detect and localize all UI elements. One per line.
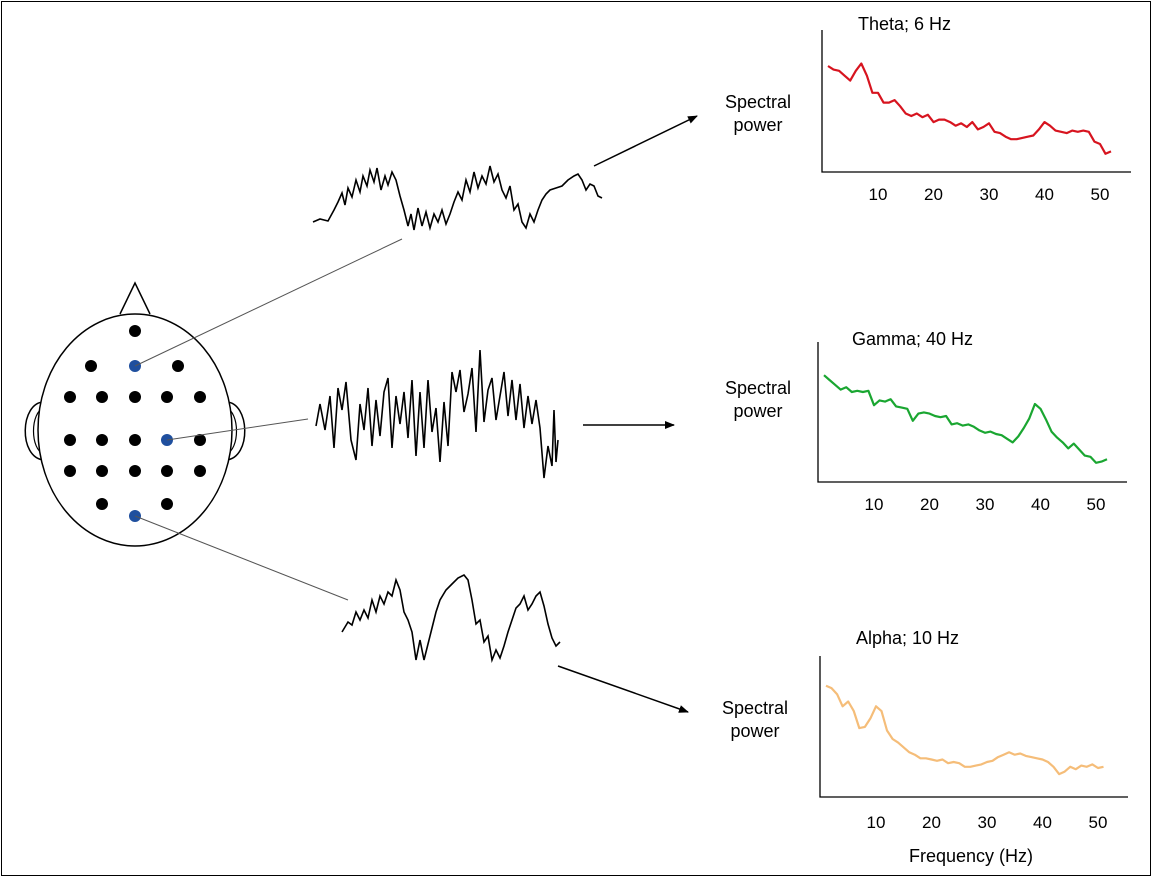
- electrode: [129, 465, 141, 477]
- axes-alpha: [819, 656, 1128, 798]
- tick-label-gamma-30: 30: [975, 495, 994, 514]
- eeg-trace-alpha: [341, 573, 561, 663]
- electrode: [172, 360, 184, 372]
- electrode: [129, 325, 141, 337]
- electrode: [194, 465, 206, 477]
- electrode: [194, 434, 206, 446]
- tick-label-gamma-10: 10: [864, 495, 883, 514]
- electrode: [96, 465, 108, 477]
- electrode: [161, 465, 173, 477]
- electrode: [64, 465, 76, 477]
- tick-label-theta-30: 30: [979, 185, 998, 204]
- tick-label-alpha-30: 30: [977, 813, 996, 832]
- ylabel-theta-line1: Spectral: [725, 92, 791, 112]
- tick-label-theta-20: 20: [924, 185, 943, 204]
- electrode: [161, 391, 173, 403]
- spectrum-line-theta: [827, 62, 1112, 155]
- electrode: [129, 434, 141, 446]
- electrode: [96, 391, 108, 403]
- tick-label-gamma-20: 20: [920, 495, 939, 514]
- arrow-bottom: [557, 665, 689, 713]
- electrode: [64, 434, 76, 446]
- x-axis-label: Frequency (Hz): [909, 846, 1033, 866]
- electrode: [194, 391, 206, 403]
- tick-label-gamma-40: 40: [1031, 495, 1050, 514]
- electrode: [64, 391, 76, 403]
- eeg-trace-theta: [312, 165, 603, 232]
- panel-title-theta: Theta; 6 Hz: [858, 14, 951, 34]
- panel-theta: Theta; 6 Hz Spectral power 10 20 30 40 50: [725, 14, 1131, 204]
- ylabel-alpha-line1: Spectral: [722, 698, 788, 718]
- connector-line-middle: [166, 418, 309, 441]
- electrode: [85, 360, 97, 372]
- spectrum-line-alpha: [825, 684, 1104, 776]
- axes-gamma: [817, 342, 1127, 483]
- ylabel-theta-line2: power: [733, 115, 782, 135]
- tick-label-alpha-40: 40: [1033, 813, 1052, 832]
- tick-label-alpha-50: 50: [1088, 813, 1107, 832]
- tick-label-theta-10: 10: [868, 185, 887, 204]
- tick-label-theta-40: 40: [1035, 185, 1054, 204]
- electrode: [129, 391, 141, 403]
- connector-line-bottom: [134, 515, 349, 601]
- connector-line-top: [134, 238, 403, 367]
- tick-label-gamma-50: 50: [1086, 495, 1105, 514]
- ylabel-gamma-line2: power: [733, 401, 782, 421]
- eeg-trace-gamma: [315, 349, 559, 479]
- axes-theta: [821, 30, 1131, 173]
- eeg-traces: [312, 165, 603, 663]
- spectrum-line-gamma: [823, 374, 1108, 464]
- head-diagram: [24, 281, 246, 547]
- electrode: [96, 498, 108, 510]
- panel-gamma: Gamma; 40 Hz Spectral power 10 20 30 40 50: [725, 329, 1127, 514]
- tick-label-theta-50: 50: [1090, 185, 1109, 204]
- electrode: [161, 498, 173, 510]
- tick-label-alpha-20: 20: [922, 813, 941, 832]
- panel-title-alpha: Alpha; 10 Hz: [856, 628, 959, 648]
- arrows: [557, 115, 698, 713]
- panel-title-gamma: Gamma; 40 Hz: [852, 329, 973, 349]
- tick-label-alpha-10: 10: [866, 813, 885, 832]
- nose-icon: [119, 281, 151, 315]
- ylabel-alpha-line2: power: [730, 721, 779, 741]
- panel-alpha: Alpha; 10 Hz Spectral power 10 20 30 40 50: [722, 628, 1128, 832]
- electrode: [96, 434, 108, 446]
- arrow-top: [593, 115, 698, 167]
- ylabel-gamma-line1: Spectral: [725, 378, 791, 398]
- connector-lines: [134, 238, 403, 601]
